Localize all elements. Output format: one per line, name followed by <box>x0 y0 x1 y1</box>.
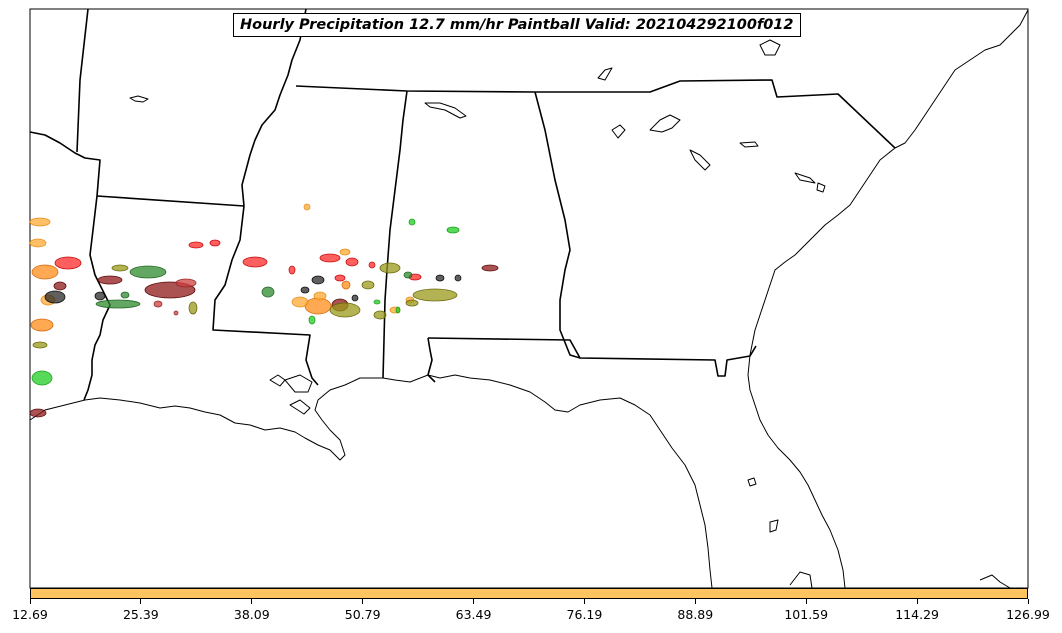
colorbar-tick <box>805 599 807 604</box>
colorbar-tick <box>29 599 31 604</box>
member-bright-green <box>31 218 460 386</box>
colorbar-tick-label: 126.99 <box>1006 607 1050 622</box>
colorbar-tick <box>694 599 696 604</box>
member-red <box>54 239 422 282</box>
colorbar-tick-label: 63.49 <box>455 607 492 622</box>
colorbar-tick-label: 38.09 <box>233 607 270 622</box>
colorbar-tick <box>251 599 253 604</box>
colorbar-tick-label: 101.59 <box>784 607 829 622</box>
colorbar-tick <box>473 599 475 604</box>
coastlines <box>29 9 1029 589</box>
member-green <box>95 265 413 309</box>
member-light-orange <box>29 203 415 314</box>
state-boundaries <box>29 8 896 401</box>
colorbar-tick-label: 76.19 <box>566 607 603 622</box>
colorbar-tick-label: 25.39 <box>122 607 159 622</box>
colorbar-tick <box>140 599 142 604</box>
colorbar-tick <box>916 599 918 604</box>
colorbar-tick <box>583 599 585 604</box>
member-black <box>44 274 462 304</box>
member-orange <box>30 264 351 332</box>
member-olive <box>32 262 458 349</box>
colorbar-tick-label: 12.69 <box>12 607 48 622</box>
colorbar-tick-label: 50.79 <box>344 607 381 622</box>
colorbar <box>30 588 1028 599</box>
colorbar-tick-label: 114.29 <box>895 607 939 622</box>
map-title: Hourly Precipitation 12.7 mm/hr Paintbal… <box>233 13 801 37</box>
precipitation-blobs <box>29 203 499 418</box>
colorbar-tick-label: 88.89 <box>677 607 714 622</box>
colorbar-tick <box>362 599 364 604</box>
member-rose <box>153 278 197 316</box>
colorbar-tick <box>1027 599 1029 604</box>
